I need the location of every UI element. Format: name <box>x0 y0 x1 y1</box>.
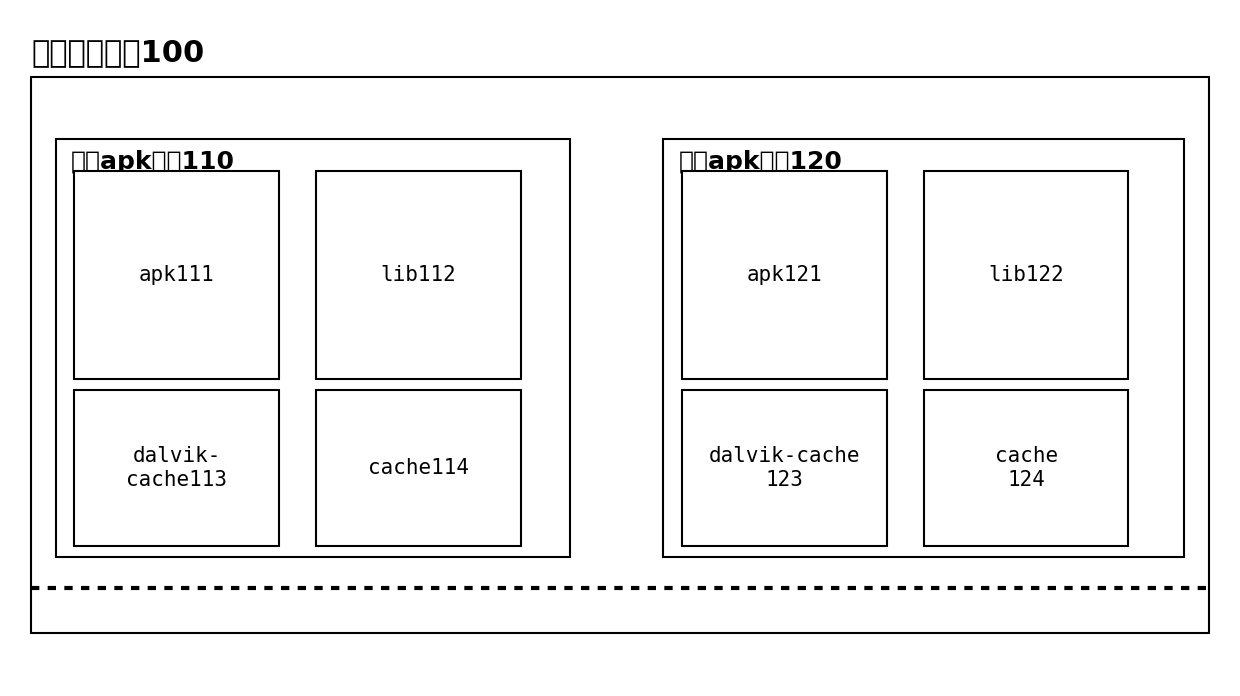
Text: cache
124: cache 124 <box>994 446 1058 490</box>
Text: lib112: lib112 <box>381 265 456 285</box>
Text: lib122: lib122 <box>988 265 1064 285</box>
Text: apk121: apk121 <box>746 265 822 285</box>
Text: apk111: apk111 <box>139 265 215 285</box>
Bar <box>56 139 570 557</box>
Bar <box>682 171 887 379</box>
Bar <box>316 171 521 379</box>
Text: 待测apk包名110: 待测apk包名110 <box>71 150 234 173</box>
Bar <box>74 171 279 379</box>
Text: 虚拟容器目录100: 虚拟容器目录100 <box>31 38 205 68</box>
Text: dalvik-cache
123: dalvik-cache 123 <box>708 446 861 490</box>
Bar <box>682 390 887 546</box>
Bar <box>74 390 279 546</box>
Text: cache114: cache114 <box>368 458 469 478</box>
Bar <box>924 390 1128 546</box>
Text: dalvik-
cache113: dalvik- cache113 <box>126 446 227 490</box>
Text: 待测apk包名120: 待测apk包名120 <box>678 150 842 173</box>
Bar <box>316 390 521 546</box>
Bar <box>924 171 1128 379</box>
Bar <box>31 77 1209 633</box>
Bar <box>663 139 1184 557</box>
